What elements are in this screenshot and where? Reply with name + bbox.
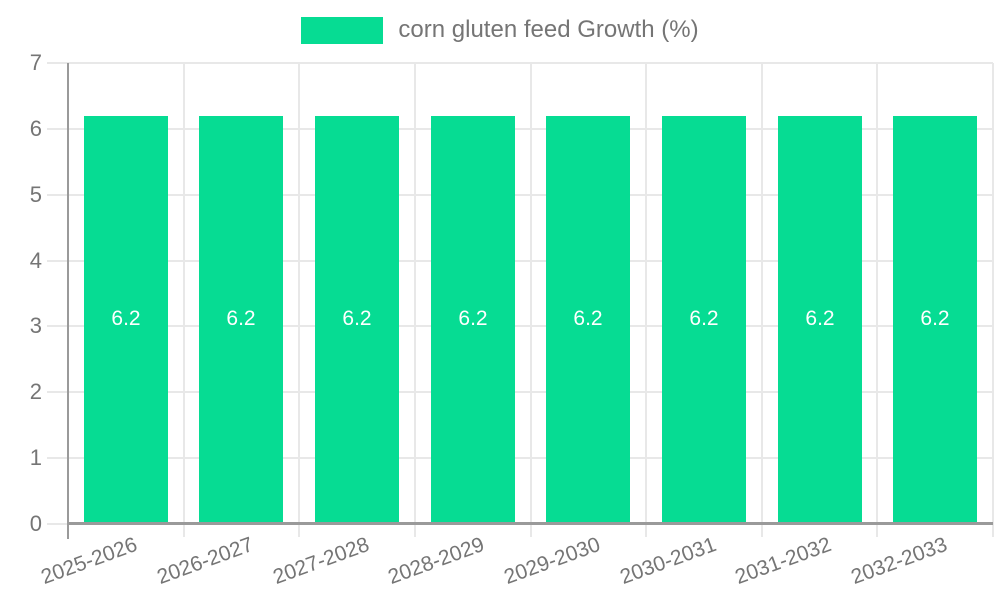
- y-gridline: [47, 260, 993, 262]
- x-axis-label: 2028-2029: [385, 533, 488, 589]
- bar-value-label: 6.2: [111, 307, 141, 330]
- x-gridline: [414, 63, 416, 537]
- bar-2029-2030[interactable]: 6.2: [546, 116, 630, 522]
- x-gridline: [992, 63, 994, 537]
- y-axis-line: [67, 63, 69, 539]
- bar-value-label: 6.2: [805, 307, 835, 330]
- bar-value-label: 6.2: [573, 307, 603, 330]
- x-axis-label: 2031-2032: [732, 533, 835, 589]
- bar-2025-2026[interactable]: 6.2: [84, 116, 168, 522]
- bar-2031-2032[interactable]: 6.2: [778, 116, 862, 522]
- y-axis-label: 3: [29, 313, 42, 338]
- x-gridline: [645, 63, 647, 537]
- y-gridline: [47, 391, 993, 393]
- bar-value-label: 6.2: [342, 307, 372, 330]
- bar-value-label: 6.2: [226, 307, 256, 330]
- x-gridline: [183, 63, 185, 537]
- y-gridline: [47, 62, 993, 64]
- bar-value-label: 6.2: [689, 307, 719, 330]
- x-axis-label: 2029-2030: [500, 533, 604, 589]
- x-gridline: [298, 63, 300, 537]
- x-gridline: [530, 63, 532, 537]
- bar-2032-2033[interactable]: 6.2: [893, 116, 977, 522]
- y-gridline: [47, 325, 993, 327]
- legend-label: corn gluten feed Growth (%): [398, 16, 699, 43]
- x-axis-label: 2027-2028: [269, 533, 372, 589]
- y-gridline: [47, 194, 993, 196]
- y-gridline: [47, 457, 993, 459]
- bar-2026-2027[interactable]: 6.2: [199, 116, 283, 522]
- x-axis-line: [67, 522, 993, 525]
- x-axis-label: 2030-2031: [616, 533, 719, 589]
- x-gridline: [876, 63, 878, 537]
- y-axis-label: 1: [29, 445, 42, 470]
- y-axis-label: 4: [29, 248, 42, 273]
- y-gridline: [47, 128, 993, 130]
- x-gridline: [761, 63, 763, 537]
- y-axis-label: 5: [29, 182, 42, 207]
- x-axis-label: 2025-2026: [38, 533, 141, 589]
- x-axis-label: 2032-2033: [847, 533, 951, 589]
- bar-2027-2028[interactable]: 6.2: [315, 116, 399, 522]
- bar-2030-2031[interactable]: 6.2: [662, 116, 746, 522]
- y-axis-label: 0: [29, 511, 42, 536]
- bar-value-label: 6.2: [920, 307, 950, 330]
- legend-swatch: [301, 16, 384, 44]
- y-axis-label: 2: [29, 379, 42, 404]
- bar-value-label: 6.2: [458, 307, 488, 330]
- y-axis-label: 7: [29, 50, 42, 75]
- y-axis-label: 6: [29, 116, 42, 141]
- bar-2028-2029[interactable]: 6.2: [431, 116, 515, 522]
- legend[interactable]: corn gluten feed Growth (%): [0, 16, 1000, 44]
- x-axis-label: 2026-2027: [154, 533, 257, 589]
